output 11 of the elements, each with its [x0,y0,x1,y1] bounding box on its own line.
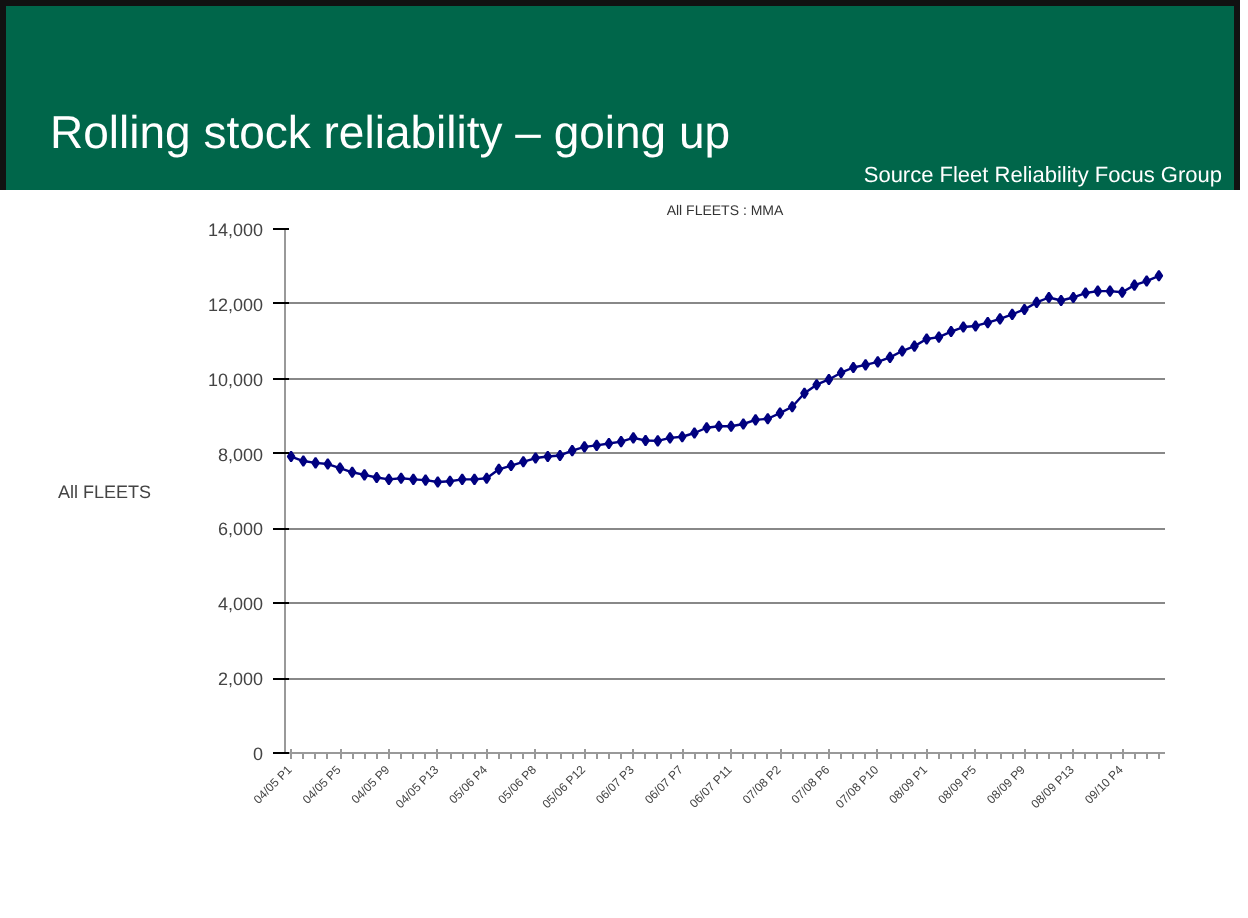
y-tick-label: 0 [252,744,264,764]
y-tick-label: 4,000 [217,594,264,615]
y-tick-label: 14,000 [207,220,264,240]
y-tick-label: 8,000 [217,444,264,465]
y-tick-label: 6,000 [217,519,264,540]
y-tick-label: 12,000 [207,294,264,315]
y-tick-label: 10,000 [207,369,264,390]
text: All FLEETS [58,482,152,502]
y-tick-label: 2,000 [217,669,264,690]
chart-title: Rolling stock reliability – going up [48,106,733,160]
source-note: Source Fleet Reliability Focus Group [861,162,1224,188]
